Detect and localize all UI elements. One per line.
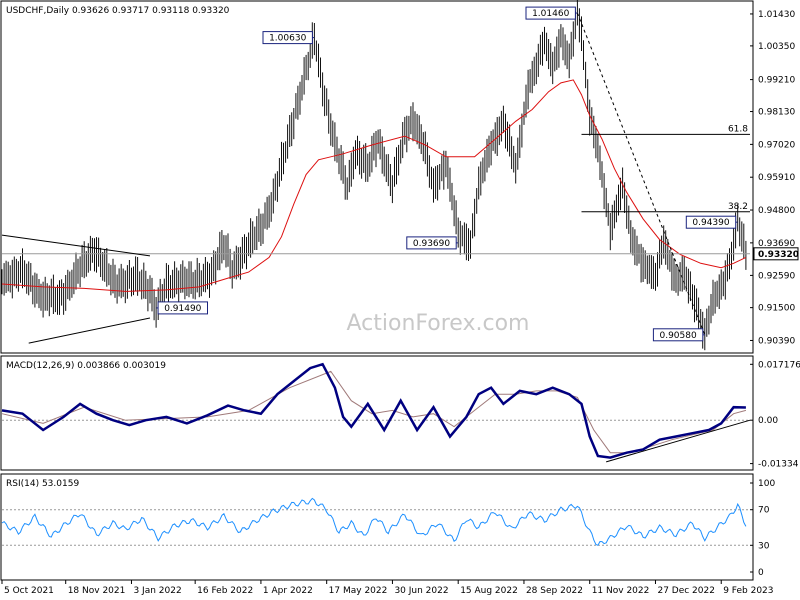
x-tick-label: 27 Dec 2022 <box>657 586 715 596</box>
macd-layer <box>1 362 751 463</box>
price-layer: 61.8 38.2 1.00630 1.01460 0.93690 0.91490 0.90… <box>1 0 750 351</box>
x-tick-label: 17 May 2022 <box>329 586 388 596</box>
level-label-text: 1.01460 <box>532 9 569 19</box>
rsi-line <box>1 497 747 546</box>
triangle-lower-trendline <box>28 317 151 344</box>
x-tick-label: 1 Apr 2022 <box>263 586 313 596</box>
macd-panel-frame <box>0 355 754 471</box>
current-price-tag-label: 0.93320 <box>758 250 799 260</box>
watermark: ActionForex.com <box>347 311 530 336</box>
x-tick-label: 28 Sep 2022 <box>526 586 583 596</box>
price-y-tick-label: 1.01430 <box>758 10 795 20</box>
price-y-tick-label: 0.92590 <box>758 271 795 281</box>
price-y-tick-label: 0.97020 <box>758 140 795 150</box>
rsi-y-tick-label: 30 <box>758 541 770 551</box>
x-tick-label: 30 Jun 2022 <box>394 586 448 596</box>
x-tick-label: 11 Nov 2022 <box>592 586 650 596</box>
x-tick-label: 18 Nov 2021 <box>68 586 126 596</box>
macd-y-tick-label: 0.00 <box>758 416 778 426</box>
price-y-tick-label: 1.00350 <box>758 42 795 52</box>
price-y-tick-label: 0.90390 <box>758 336 795 346</box>
dashed-projection-line <box>576 12 706 336</box>
price-y-tick-label: 0.98130 <box>758 108 795 118</box>
macd-header: MACD(12,26,9) 0.003866 0.003019 <box>6 361 166 371</box>
level-label-text: 0.90580 <box>659 331 696 341</box>
macd-line <box>1 362 746 459</box>
rsi-layer <box>1 497 750 546</box>
rsi-panel-frame <box>0 473 754 581</box>
price-header: USDCHF,Daily 0.93626 0.93717 0.93118 0.9… <box>6 6 230 16</box>
fibonacci-label: 38.2 <box>728 202 748 212</box>
price-y-tick-label: 0.95910 <box>758 173 795 183</box>
price-y-tick-label: 0.93690 <box>758 239 795 249</box>
axis-layer: 1.01430 1.00350 0.99210 0.98130 0.97020 0.959… <box>1 10 800 596</box>
fibonacci-label: 61.8 <box>728 124 748 134</box>
level-label-text: 0.91490 <box>164 304 201 314</box>
x-tick-label: 5 Oct 2021 <box>4 586 54 596</box>
level-label-text: 0.94390 <box>692 218 729 228</box>
macd-y-tick-label: -0.01334 <box>758 460 799 470</box>
level-label-text: 0.93690 <box>413 239 450 249</box>
moving-average-line <box>1 79 747 292</box>
macd-y-tick-label: 0.017176 <box>758 360 800 370</box>
x-tick-label: 16 Feb 2022 <box>197 586 253 596</box>
price-y-tick-label: 0.99210 <box>758 76 795 86</box>
level-label-text: 1.00630 <box>269 34 306 44</box>
price-panel-frame <box>0 0 754 354</box>
macd-trendline <box>606 419 751 463</box>
triangle-upper-trendline <box>1 234 151 257</box>
rsi-header: RSI(14) 53.0159 <box>6 479 79 489</box>
price-y-tick-label: 0.94800 <box>758 206 795 216</box>
rsi-y-tick-label: 70 <box>758 506 770 516</box>
rsi-y-tick-label: 100 <box>758 479 775 489</box>
x-tick-label: 15 Aug 2022 <box>460 586 518 596</box>
rsi-y-tick-label: 0 <box>758 568 764 578</box>
price-y-tick-label: 0.91500 <box>758 304 795 314</box>
x-tick-label: 3 Jan 2022 <box>133 586 181 596</box>
current-price-tag <box>753 247 799 261</box>
x-tick-label: 9 Feb 2023 <box>723 586 773 596</box>
